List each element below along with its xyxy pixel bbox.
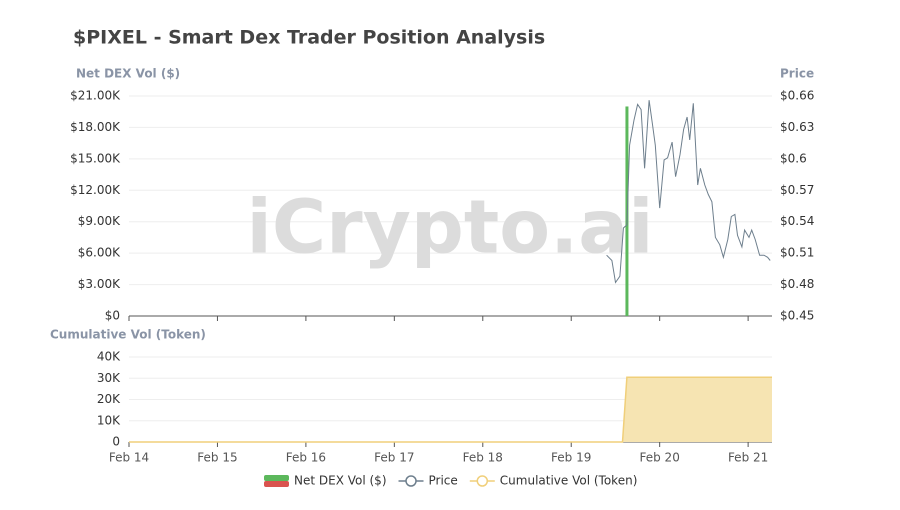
y-tick-label: 20K — [97, 392, 121, 406]
y2-tick-label: $0.45 — [780, 309, 814, 323]
x-tick-label: Feb 20 — [640, 451, 680, 465]
area — [129, 377, 772, 442]
x-tick-label: Feb 18 — [463, 451, 503, 465]
legend-label: Price — [429, 474, 458, 488]
chart-title: $PIXEL - Smart Dex Trader Position Analy… — [73, 27, 545, 49]
legend-swatch — [264, 475, 289, 481]
y-tick-label: $9.00K — [78, 214, 121, 228]
legend-swatch — [476, 475, 489, 487]
price-line — [606, 100, 771, 284]
x-tick-label: Feb 19 — [551, 451, 591, 465]
y-tick-label: $18.00K — [70, 120, 121, 134]
legend-label: Cumulative Vol (Token) — [500, 474, 638, 488]
y-tick-label: 40K — [97, 350, 121, 364]
y-tick-label: $6.00K — [78, 246, 121, 260]
x-tick-label: Feb 16 — [286, 451, 326, 465]
watermark: iCrypto.ai — [247, 185, 654, 271]
x-tick-label: Feb 14 — [109, 451, 149, 465]
legend-label: Net DEX Vol ($) — [294, 474, 387, 488]
y2-axis-title: Price — [780, 67, 814, 81]
legend-swatch — [264, 481, 289, 487]
legend: Net DEX Vol ($) Price Cumulative Vol (Toke… — [264, 474, 637, 488]
y-axis-title: Cumulative Vol (Token) — [50, 328, 206, 342]
y2-tick-label: $0.51 — [780, 246, 814, 260]
y-tick-label: 0 — [112, 435, 120, 449]
y-tick-label: $12.00K — [70, 183, 121, 197]
y2-tick-label: $0.66 — [780, 89, 814, 103]
y-tick-label: $15.00K — [70, 151, 121, 165]
y-tick-label: $3.00K — [78, 277, 121, 291]
x-tick-label: Feb 15 — [197, 451, 237, 465]
y-tick-label: 30K — [97, 371, 121, 385]
x-tick-label: Feb 17 — [374, 451, 414, 465]
y-axis-title: Net DEX Vol ($) — [76, 67, 180, 81]
y2-tick-label: $0.48 — [780, 277, 814, 291]
y2-tick-label: $0.6 — [780, 151, 807, 165]
y-tick-label: $0 — [105, 309, 120, 323]
y2-tick-label: $0.63 — [780, 120, 814, 134]
area-line — [129, 376, 772, 443]
y2-tick-label: $0.57 — [780, 183, 814, 197]
y-tick-label: 10K — [97, 413, 121, 427]
y2-tick-label: $0.54 — [780, 214, 814, 228]
legend-swatch — [405, 475, 417, 487]
x-tick-label: Feb 21 — [728, 451, 768, 465]
y-tick-label: $21.00K — [70, 89, 121, 103]
